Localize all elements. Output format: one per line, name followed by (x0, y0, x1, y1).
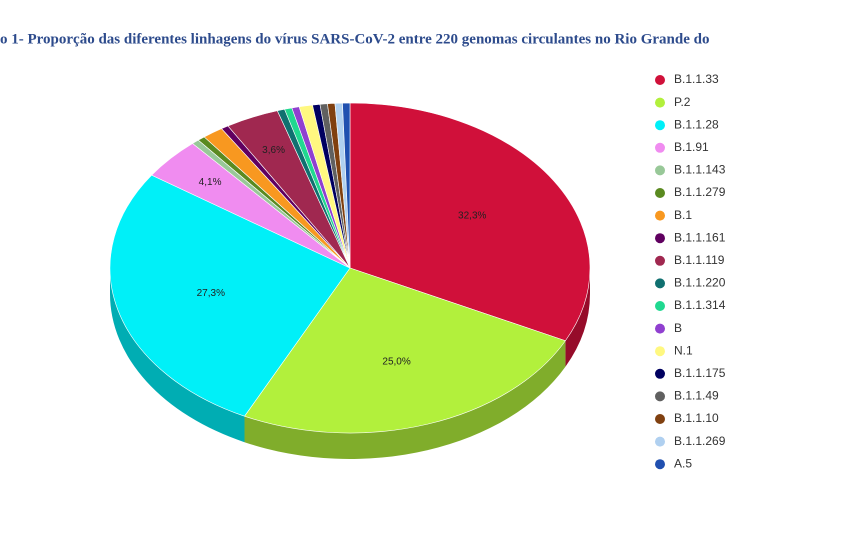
legend-swatch (655, 323, 665, 334)
legend-label: B.1.1.161 (674, 230, 726, 244)
legend-swatch (655, 255, 665, 266)
data-label: 4,1% (199, 177, 222, 188)
legend-swatch (655, 301, 665, 311)
legend-label: B.1.1.49 (674, 389, 719, 403)
pie-slice (349, 102, 591, 342)
legend-swatch (655, 188, 665, 198)
data-label: 25,0% (382, 356, 410, 367)
pie-side (110, 268, 245, 443)
legend-label: B.1.1.119 (674, 253, 725, 267)
pie-slice (244, 267, 566, 434)
legend-label: N.1 (674, 343, 693, 357)
chart-title: o 1- Proporção das diferentes linhagens … (0, 31, 709, 47)
legend-label: B.1.1.220 (674, 276, 726, 290)
pie-side (565, 268, 590, 367)
legend-swatch (655, 278, 665, 289)
pie-side (244, 340, 566, 460)
pie-slice (109, 174, 351, 417)
legend-swatch (655, 414, 665, 424)
legend-label: B.1.1.269 (674, 434, 726, 448)
legend-label: B.1.91 (674, 140, 709, 154)
legend-swatch (655, 142, 665, 153)
pie-slice (342, 102, 351, 269)
legend-swatch (655, 436, 665, 447)
legend-swatch (655, 346, 665, 357)
data-label: 3,6% (262, 145, 285, 156)
data-label: 27,3% (197, 288, 225, 299)
legend-label: B.1.1.28 (674, 117, 719, 131)
legend-label: P.2 (674, 95, 691, 109)
legend-swatch (655, 368, 665, 379)
legend-label: B.1.1.10 (674, 411, 719, 425)
legend-swatch (655, 75, 665, 85)
legend-label: B.1 (674, 208, 692, 222)
legend-swatch (655, 97, 665, 108)
legend-label: B.1.1.33 (674, 72, 719, 86)
legend-swatch (655, 165, 665, 176)
legend-swatch (655, 210, 665, 221)
legend-label: B (674, 321, 682, 335)
legend-swatch (655, 391, 665, 402)
legend-swatch (655, 233, 665, 244)
legend-swatch (655, 120, 665, 131)
legend-label: B.1.1.279 (674, 185, 726, 199)
legend-label: B.1.1.175 (674, 366, 726, 380)
legend-swatch (655, 459, 665, 470)
data-label: 32,3% (458, 210, 486, 221)
legend-label: B.1.1.314 (674, 298, 726, 312)
legend-label: A.5 (674, 456, 692, 470)
legend-label: B.1.1.143 (674, 163, 726, 177)
